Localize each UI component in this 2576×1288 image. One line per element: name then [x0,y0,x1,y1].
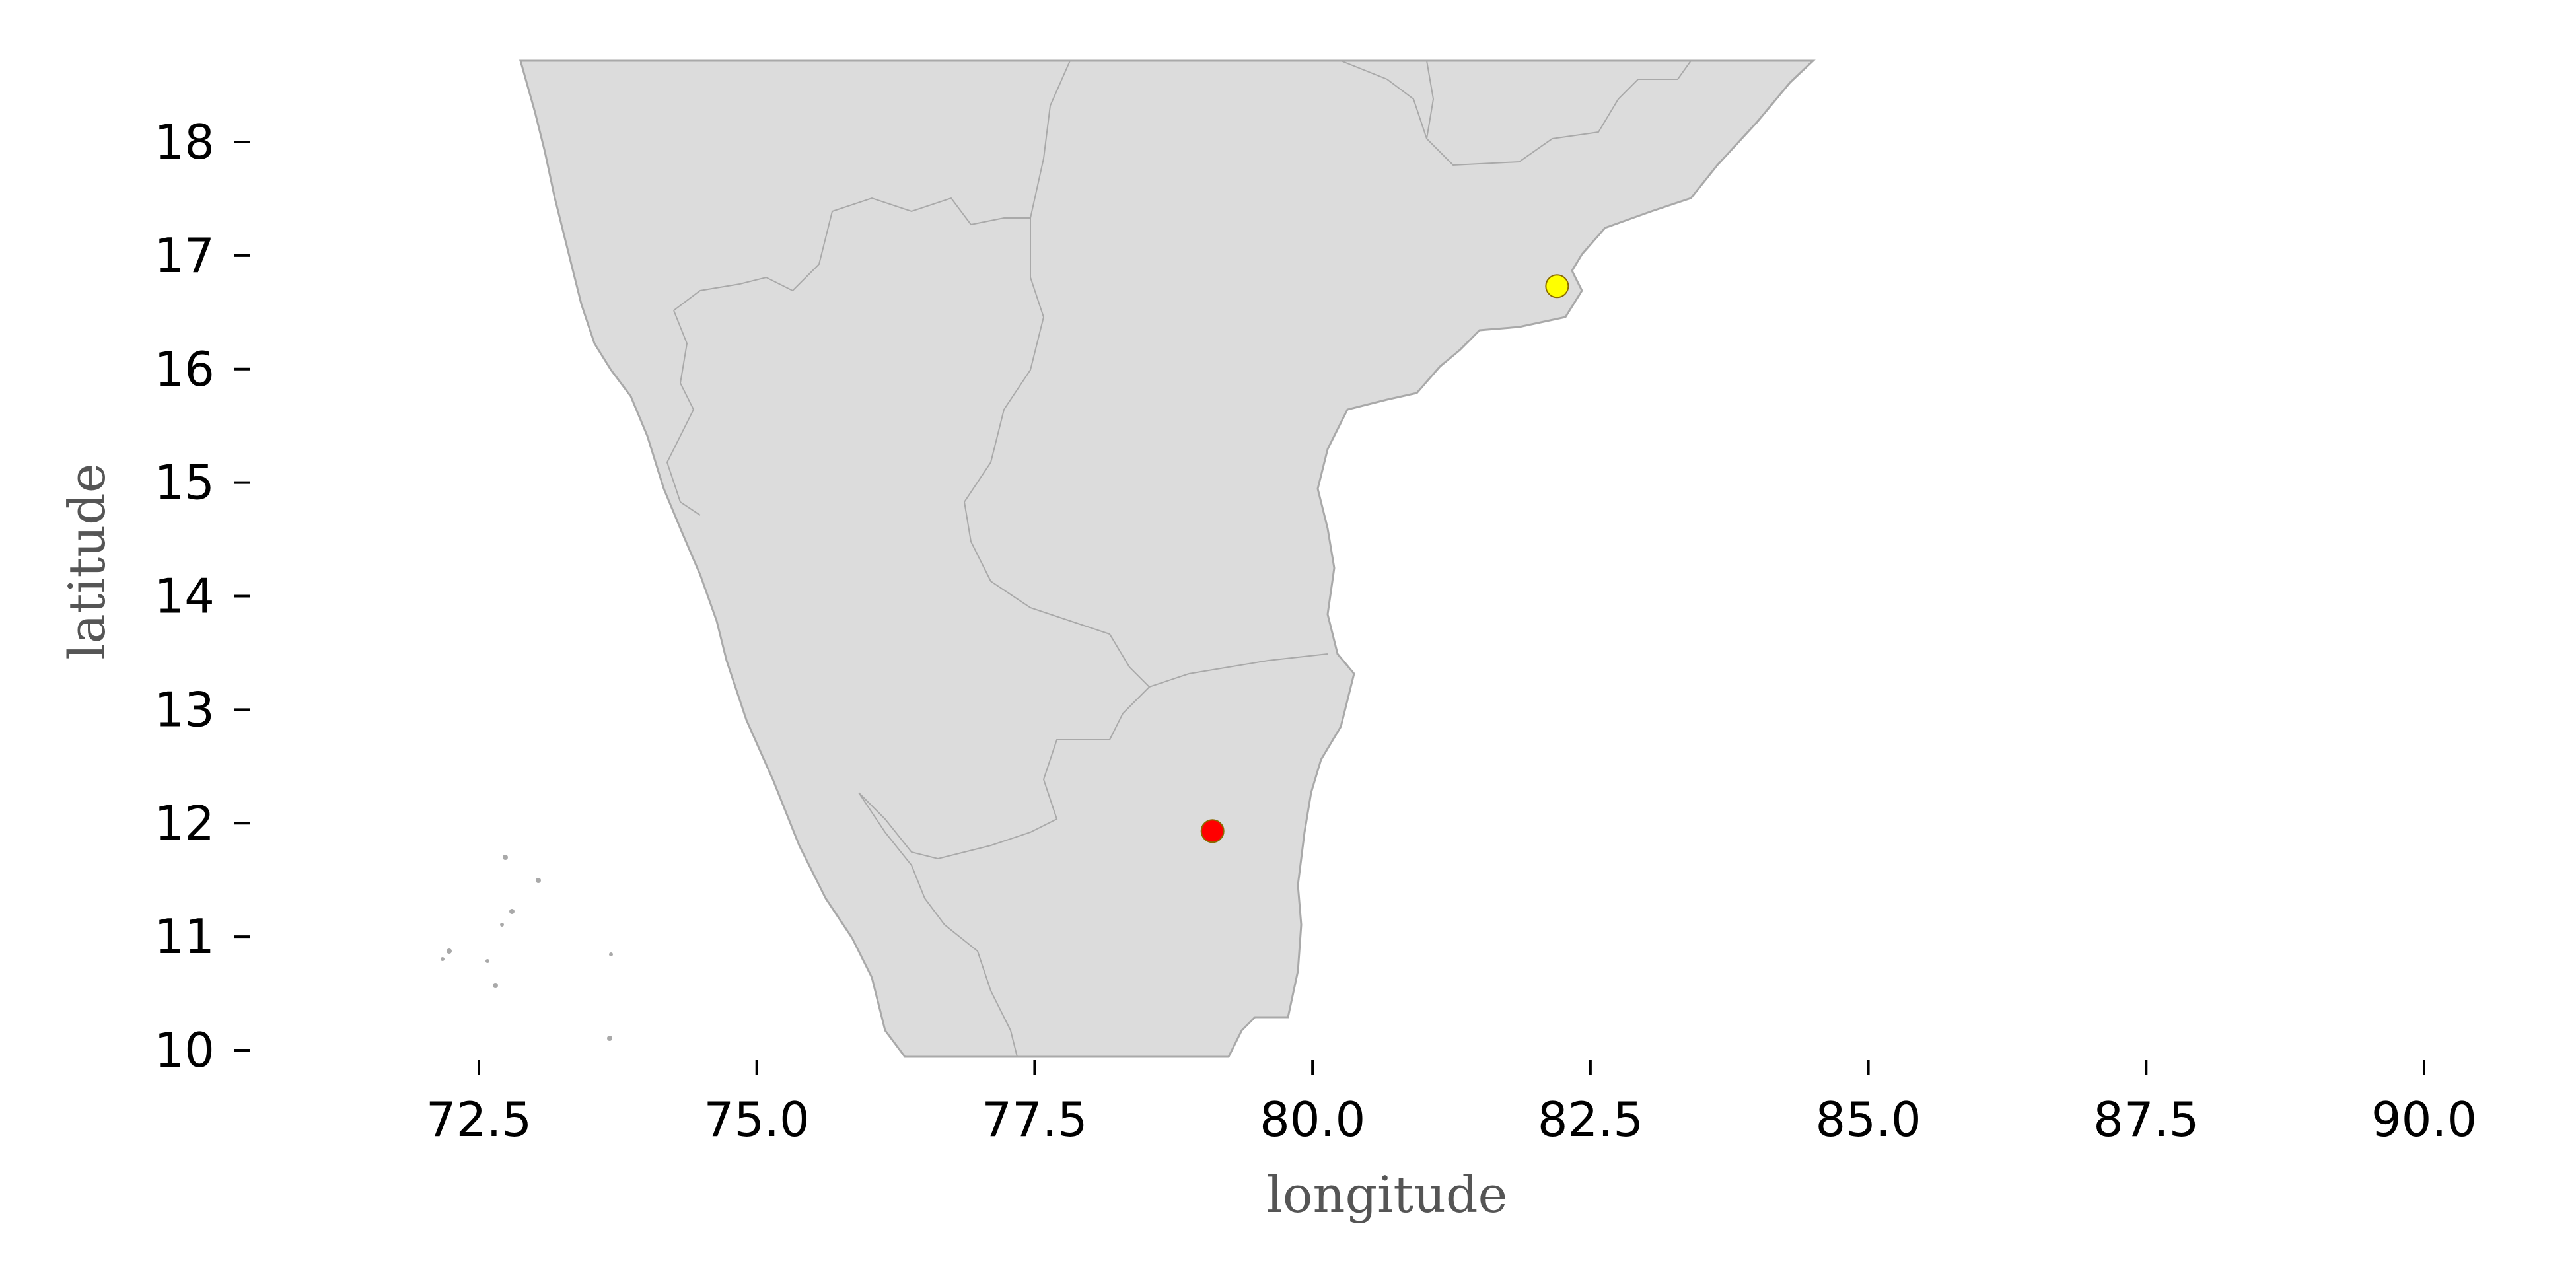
y-tick-label: 13 [154,682,215,737]
islands [441,855,613,1041]
x-tick-label: 72.5 [426,1092,532,1147]
y-axis: 18 17 16 15 14 13 12 11 10 [154,114,250,1078]
red-point[interactable] [1200,819,1225,843]
y-tick-label: 18 [154,114,215,170]
yellow-point[interactable] [1545,274,1569,299]
x-axis-label: longitude [1266,1165,1507,1224]
x-tick-label: 90.0 [2371,1092,2477,1147]
x-tick-label: 82.5 [1538,1092,1643,1147]
y-tick-label: 10 [154,1022,215,1078]
x-tick-label: 87.5 [2093,1092,2199,1147]
x-tick-label: 85.0 [1815,1092,1921,1147]
y-tick-label: 12 [154,795,215,851]
markers-layer [1200,274,1569,843]
x-tick-label: 80.0 [1260,1092,1365,1147]
y-tick-label: 17 [154,228,215,283]
x-axis: 72.5 75.0 77.5 80.0 82.5 85.0 87.5 90.0 [426,1060,2477,1147]
x-tick-label: 77.5 [982,1092,1087,1147]
y-axis-label: latitude [57,463,116,660]
landmass-mainland [519,59,1816,1058]
y-tick-label: 16 [154,341,215,397]
x-tick-label: 75.0 [704,1092,810,1147]
y-tick-label: 14 [154,569,215,624]
state-borders [666,60,1692,1057]
y-tick-label: 15 [154,455,215,511]
y-tick-label: 11 [154,909,215,964]
